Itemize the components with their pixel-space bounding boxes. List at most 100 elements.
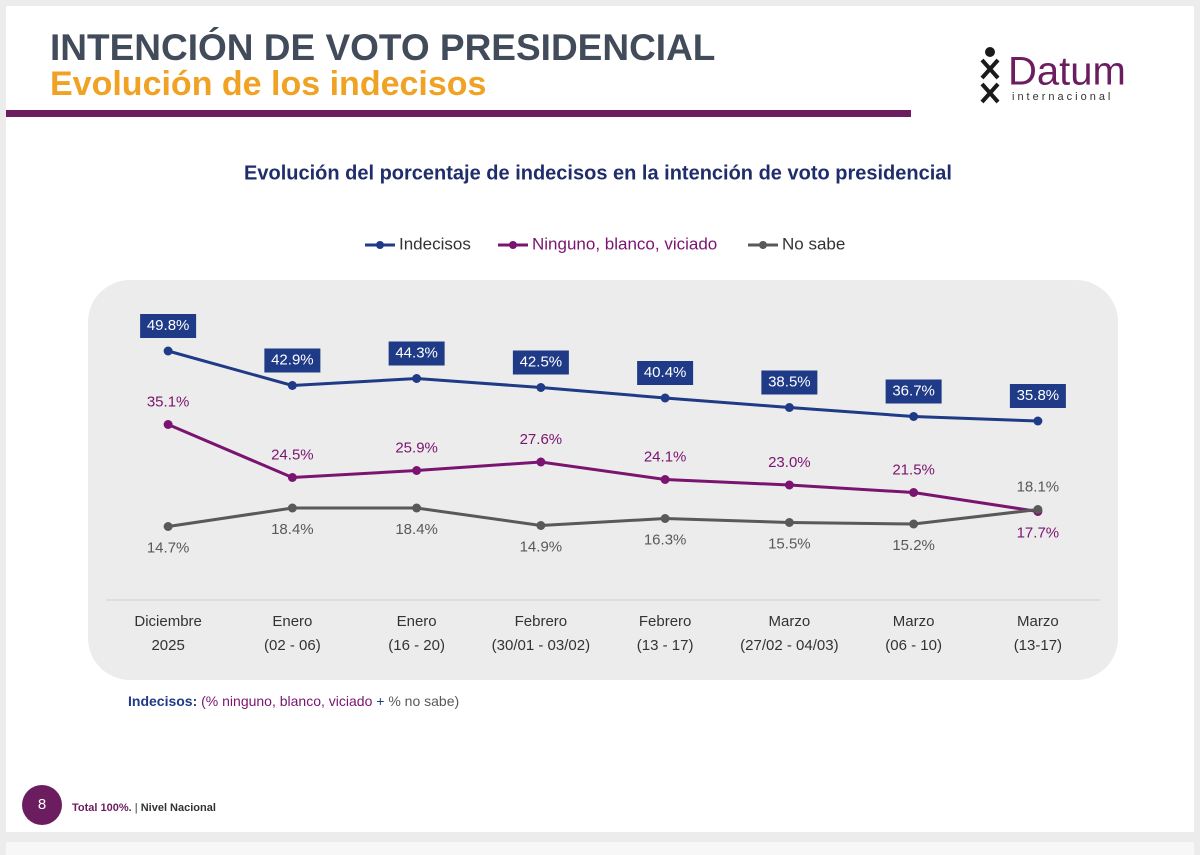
logo-subtext: internacional [1012,91,1113,103]
value-label-box [885,379,942,404]
x-tick-label: Enero [272,613,312,630]
page-number: 8 [38,796,46,813]
value-label: 35.1% [147,393,190,410]
value-label-box [388,341,445,366]
data-point [412,466,422,475]
data-point [412,503,422,513]
data-point [784,480,794,490]
next-slide-edge [6,842,1194,855]
data-point [1033,416,1043,426]
data-point [909,488,919,497]
data-point [909,412,919,421]
logo-text: Datum [1008,50,1126,94]
x-tick-label: Enero [397,613,437,630]
data-point [784,518,794,527]
legend-label: Indecisos [399,234,471,253]
header-subtitle: Evolución de los indecisos [50,65,486,103]
x-tick-label: Marzo [769,613,811,630]
value-label: 42.5% [520,353,563,370]
data-point [536,521,546,530]
logo-icon [985,47,995,57]
data-point [412,374,422,383]
x-tick-label: (30/01 - 03/02) [492,637,590,654]
footnote-part: % no sabe) [388,693,459,709]
value-label: 25.9% [395,439,438,456]
footer-text: Total 100%. | Nivel Nacional [72,802,216,814]
footnote-label: Indecisos: [128,693,197,709]
value-label-box [761,370,818,395]
value-label-box [1009,384,1066,408]
x-tick-label: (02 - 06) [264,637,321,654]
data-point [536,457,546,467]
footnote: Indecisos: (% ninguno, blanco, viciado +… [128,693,459,709]
x-tick-label: (27/02 - 04/03) [740,637,838,654]
x-tick-label: (13 - 17) [637,637,694,654]
data-point [909,519,919,529]
series-line [167,506,1039,528]
data-point [287,381,297,390]
value-label: 14.7% [147,539,190,556]
x-tick-label: (13-17) [1014,637,1062,654]
footnote-part: (% ninguno, blanco, viciado [201,693,372,709]
chart: Diciembre 2025 Enero (02 - 06) Enero (16 - 20… [106,234,1100,654]
value-label: 42.9% [271,351,314,368]
x-tick-label: Febrero [515,613,568,630]
data-point [287,473,297,482]
data-point [660,475,670,484]
logo-icon [980,58,1000,104]
value-label: 40.4% [644,364,687,381]
header-title: INTENCIÓN DE VOTO PRESIDENCIAL [50,26,715,68]
legend-marker [509,241,517,249]
x-tick-label: Marzo [1017,613,1059,630]
header-rule [6,110,911,117]
data-point [1033,505,1043,514]
value-label: 24.5% [271,446,314,463]
legend-marker [376,241,384,249]
value-label: 18.4% [395,521,438,538]
data-point [784,403,794,412]
value-label: 49.8% [147,317,190,334]
value-label: 24.1% [644,448,687,465]
data-point [536,383,546,392]
value-label: 23.0% [768,454,811,471]
footer-total: Total 100%. [72,802,132,814]
value-label: 15.5% [768,535,811,552]
value-label: 38.5% [768,373,811,390]
value-label-box [264,348,321,373]
chart-title: Evolución del porcentaje de indecisos en… [244,162,952,184]
x-tick-label: Marzo [893,613,935,630]
value-label-box [637,361,694,385]
value-label: 44.3% [395,344,438,361]
series-line [167,423,1039,513]
value-label-box [512,350,569,375]
value-label: 17.7% [1017,524,1060,541]
value-label: 15.2% [892,537,935,554]
value-label: 14.9% [520,538,563,555]
data-point [660,393,670,403]
x-tick-label: Diciembre [134,613,202,630]
series-line [167,349,1038,423]
footer-scope: Nivel Nacional [141,802,216,814]
value-label: 18.4% [271,521,314,538]
x-tick-label: (16 - 20) [388,637,445,654]
footnote-plus: + [376,693,384,709]
footer-sep: | [135,802,138,814]
x-tick-label: Febrero [639,613,692,630]
data-point [163,346,173,356]
x-tick-label: 2025 [151,637,184,654]
legend-marker [759,241,767,249]
value-label: 18.1% [1017,478,1060,495]
legend-label: No sabe [782,234,845,253]
value-label: 27.6% [520,431,563,448]
page-badge [22,785,62,825]
plot-panel [88,280,1118,680]
value-label: 16.3% [644,531,687,548]
data-point [660,514,670,523]
logo: Datum internacional [980,47,1126,104]
legend-label: Ninguno, blanco, viciado [532,234,717,253]
x-tick-label: (06 - 10) [885,637,942,654]
value-label: 35.8% [1017,387,1060,404]
value-label: 36.7% [892,382,935,399]
